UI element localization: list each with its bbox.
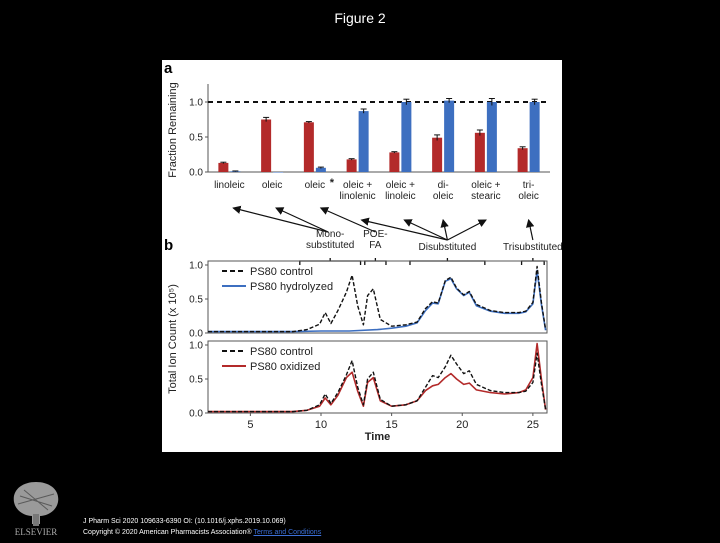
group-label: Disubstituted [419,242,477,253]
arrow-group [232,205,535,241]
legend-label: PS80 control [250,266,313,278]
arrow [360,217,448,241]
group-bracket [409,260,486,265]
group-bracket [520,260,545,265]
bar [432,137,443,172]
bar [261,119,272,172]
y-tick-label-a: 1.0 [189,98,203,109]
category-label: oleic + [386,180,415,191]
category-label: oleic + [343,180,372,191]
terms-link[interactable]: Terms and Conditions [253,529,322,536]
category-label: linolenic [340,191,376,202]
series-line [208,269,547,333]
y-tick-label-a: 0.5 [189,133,203,144]
y-axis-label-b: Total Ion Count (x 10⁵) [167,284,179,394]
group-label: FA [369,240,382,251]
bar [346,159,357,172]
legend-label: PS80 hydrolyzed [250,281,333,293]
category-label: di- [438,180,449,191]
bar [401,102,412,172]
x-tick-label: 20 [456,419,468,431]
bar [517,148,528,172]
category-label: linoleic [214,180,245,191]
legend-label: PS80 oxidized [250,361,320,373]
x-tick-label: 10 [315,419,327,431]
panel-label-a: a [164,60,173,77]
y-tick-label-b: 1.0 [189,341,203,352]
copyright-line: Copyright © 2020 American Pharmacists As… [83,527,683,538]
y-tick-label-b: 0.0 [189,329,203,340]
x-tick-label: 15 [386,419,398,431]
bar [486,102,497,172]
x-axis-label: Time [365,431,390,443]
category-label: oleic [262,180,283,191]
arrow [403,219,448,241]
arrow [447,219,487,241]
category-label: oleic [433,191,454,202]
group-label: substituted [306,240,354,251]
group-label: Trisubstituted [503,242,562,253]
arrow [275,207,329,233]
bar [389,152,400,172]
bar [474,132,485,172]
y-tick-label-a: 0.0 [189,168,203,179]
group-bracket [364,260,387,265]
bar [529,102,540,172]
group-bracket [299,260,362,265]
publisher-name: ELSEVIER [15,527,58,537]
copyright-text: Copyright © 2020 American Pharmacists As… [83,529,252,536]
bar [273,172,284,173]
subplot-frame [207,340,548,414]
legend-label: PS80 control [250,346,313,358]
category-label: oleic [305,180,326,191]
category-label: linoleic [385,191,416,202]
arrow [440,218,449,241]
y-tick-label-b: 0.0 [189,409,203,420]
category-label: tri- [523,180,535,191]
y-axis-label-a: Fraction Remaining [167,82,179,177]
slide-title: Figure 2 [334,10,386,26]
category-label: stearic [471,191,500,202]
category-label: oleic + [471,180,500,191]
group-label: POE- [363,229,387,240]
arrow [526,218,535,241]
arrow [232,205,329,233]
elsevier-logo: ELSEVIER [4,476,68,538]
bar [303,122,314,172]
footer: J Pharm Sci 2020 109633-6390 OI: (10.101… [83,516,683,538]
y-tick-label-b: 0.5 [189,295,203,306]
x-tick-label: 5 [247,419,253,431]
arrow [319,207,376,233]
bar [315,167,326,172]
x-tick-label: 25 [527,419,539,431]
y-tick-label-b: 0.5 [189,375,203,386]
line-chart-panel-b: b Mono-substituted POE-FA Disubstituted Tris… [164,229,562,443]
subplot-frame [207,260,548,334]
bar [444,100,455,172]
series-line [208,265,547,333]
figure-panel: a 0.0 0.5 1.0 Fraction Remaining linoleic olei… [162,60,562,452]
elsevier-tree-icon: ELSEVIER [4,476,68,538]
y-tick-label-b: 1.0 [189,261,203,272]
citation-text: J Pharm Sci 2020 109633-6390 OI: (10.101… [83,518,286,525]
bar [358,111,369,172]
bar [218,162,229,172]
panel-label-b: b [164,237,173,254]
asterisk-label: * [330,177,335,189]
group-label: Mono- [316,229,344,240]
category-label: oleic [518,191,539,202]
series-line [208,352,547,413]
